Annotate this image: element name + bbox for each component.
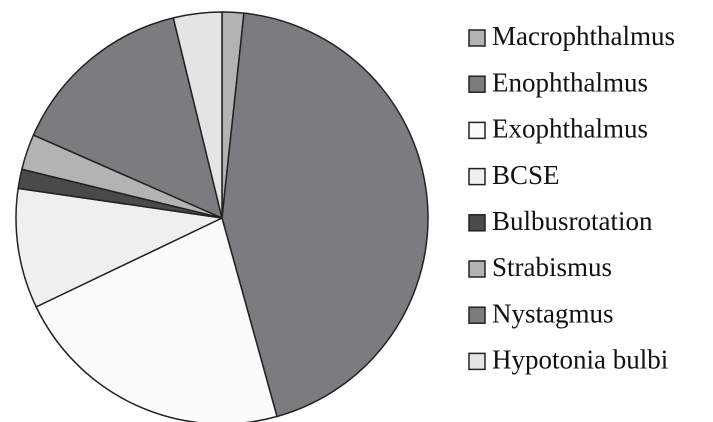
- legend-swatch: [468, 29, 486, 47]
- legend-label: Macrophthalmus: [492, 21, 675, 51]
- legend-label: Hypotonia bulbi: [492, 345, 668, 375]
- legend-label: Bulbusrotation: [492, 206, 653, 236]
- legend-label: Strabismus: [492, 252, 612, 282]
- legend-swatch: [468, 306, 486, 324]
- legend-swatch: [468, 214, 486, 232]
- legend-swatch: [468, 260, 486, 278]
- pie-slice: [35, 217, 278, 422]
- legend-label: Enophthalmus: [492, 67, 648, 97]
- legend-swatch: [468, 75, 486, 93]
- pie-slice: [15, 187, 223, 308]
- legend-label: BCSE: [492, 160, 560, 190]
- legend-swatch: [468, 352, 486, 371]
- legend-swatch: [468, 121, 486, 140]
- pie-slice: [172, 11, 223, 219]
- legend-swatch: [468, 167, 486, 186]
- legend-label: Nystagmus: [492, 298, 614, 328]
- legend-label: Exophthalmus: [492, 114, 648, 144]
- pie-slice: [32, 17, 223, 219]
- pie-slice: [221, 12, 429, 418]
